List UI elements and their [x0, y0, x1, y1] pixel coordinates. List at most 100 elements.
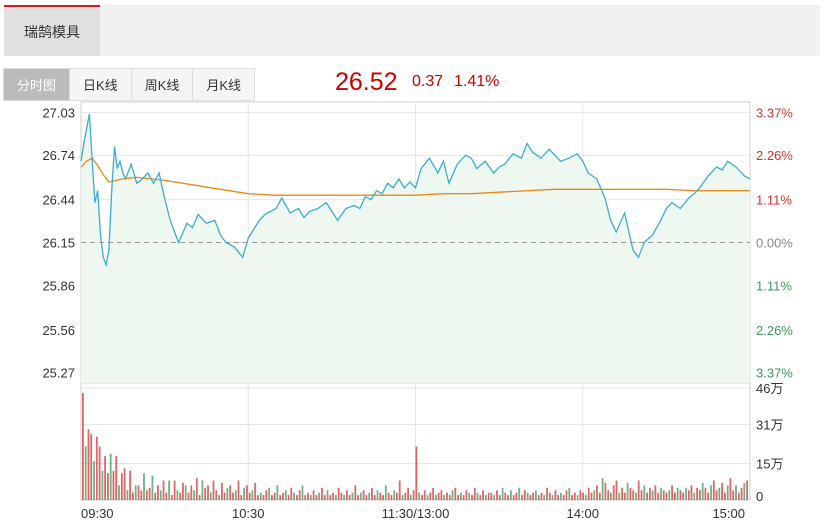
volume-bar: [84, 446, 87, 500]
time-tick-label: 10:30: [232, 506, 265, 521]
volume-bar: [587, 487, 590, 500]
volume-bar: [387, 492, 390, 500]
volume-bar: [326, 490, 329, 501]
volume-bar: [626, 482, 629, 500]
tab-intraday[interactable]: 分时图: [3, 68, 71, 101]
volume-bar: [271, 495, 273, 500]
volume-bar: [293, 492, 295, 500]
volume-bar: [557, 495, 559, 500]
volume-bar: [412, 490, 415, 501]
volume-bar: [482, 490, 484, 501]
volume-bar: [640, 490, 643, 501]
volume-bar: [373, 495, 376, 500]
volume-bar: [134, 485, 137, 500]
volume-bar: [693, 492, 696, 500]
volume-bar: [512, 495, 515, 500]
volume-bar: [746, 480, 748, 500]
volume-bar: [304, 495, 307, 500]
volume-bar: [476, 492, 479, 500]
volume-axis-labels: 46万 31万 15万 0: [756, 381, 783, 504]
volume-bar: [729, 478, 732, 500]
volume-bar: [221, 482, 223, 500]
price-tick-label: 26.15: [42, 236, 75, 251]
volume-bar: [662, 490, 665, 501]
volume-tick-label: 31万: [756, 417, 783, 432]
percent-tick-label: 1.11%: [756, 278, 792, 293]
volume-bar: [704, 487, 707, 500]
time-tick-label: 11:30/13:00: [382, 506, 450, 521]
volume-bar: [93, 461, 95, 500]
price-tick-label: 25.27: [42, 366, 75, 381]
volume-bar: [601, 478, 604, 500]
volume-bar: [101, 470, 104, 501]
volume-bar: [279, 495, 282, 500]
volume-bar: [646, 492, 648, 500]
tab-weekly-k[interactable]: 周K线: [130, 68, 194, 101]
percent-tick-label: 0.00%: [756, 236, 793, 251]
volume-bar: [143, 473, 145, 500]
volume-bar: [418, 492, 421, 500]
volume-bar: [699, 490, 701, 501]
price-area-fill: [81, 113, 750, 384]
volume-bar: [212, 480, 215, 500]
volume-bar: [504, 492, 507, 500]
volume-bar: [543, 495, 546, 500]
volume-bar: [234, 490, 237, 501]
volume-bar: [168, 480, 170, 500]
volume-bar: [301, 485, 304, 500]
tab-daily-k[interactable]: 日K线: [69, 68, 132, 101]
volume-tick-label: 0: [756, 489, 763, 504]
percent-tick-label: 3.37%: [756, 105, 793, 120]
stock-name-tab[interactable]: 瑞鹄模具: [4, 5, 100, 56]
volume-bar: [240, 495, 243, 500]
volume-bar: [518, 487, 521, 500]
volume-bar: [243, 487, 245, 500]
volume-bar: [148, 487, 151, 500]
volume-bar: [407, 487, 409, 500]
volume-bar: [346, 490, 348, 501]
volume-bar: [632, 490, 635, 501]
volume-bar: [201, 480, 204, 500]
volume-bar: [460, 492, 462, 500]
volume-bar: [229, 485, 232, 500]
volume-bar: [501, 487, 504, 500]
volume-bar: [485, 495, 487, 500]
volume-bar: [321, 487, 323, 500]
volume-bar: [162, 480, 165, 500]
volume-bar: [390, 495, 393, 500]
volume-bar: [735, 485, 737, 500]
volume-bar: [493, 495, 496, 500]
volume-bar: [173, 480, 176, 500]
volume-bar: [612, 485, 615, 500]
price-change-percent: 1.41%: [454, 73, 500, 90]
volume-bar: [329, 495, 332, 500]
volume-bar: [193, 490, 195, 501]
volume-bar: [184, 485, 187, 500]
volume-bar: [307, 492, 309, 500]
volume-bar: [182, 482, 184, 500]
volume-bar: [471, 495, 473, 500]
volume-bar: [159, 490, 162, 501]
volume-bar: [112, 470, 115, 501]
volume-bar: [368, 492, 371, 500]
volume-bar: [343, 495, 345, 500]
volume-bar: [415, 446, 418, 500]
volume-bar: [176, 490, 179, 501]
volume-bar: [109, 453, 112, 500]
volume-bar: [371, 487, 373, 500]
volume-bar: [312, 490, 315, 501]
tab-monthly-k[interactable]: 月K线: [192, 68, 256, 101]
volume-bar: [498, 495, 501, 500]
volume-bar: [404, 492, 407, 500]
volume-bar: [226, 487, 229, 500]
volume-bar: [523, 490, 526, 501]
volume-bar: [190, 485, 193, 500]
volume-bar: [107, 473, 109, 500]
volume-bar: [282, 492, 284, 500]
percent-tick-label: 3.37%: [756, 366, 793, 381]
volume-bar: [685, 487, 687, 500]
volume-bar: [298, 490, 301, 501]
volume-bar: [362, 490, 365, 501]
volume-bar: [145, 490, 148, 501]
volume-bar: [409, 495, 412, 500]
